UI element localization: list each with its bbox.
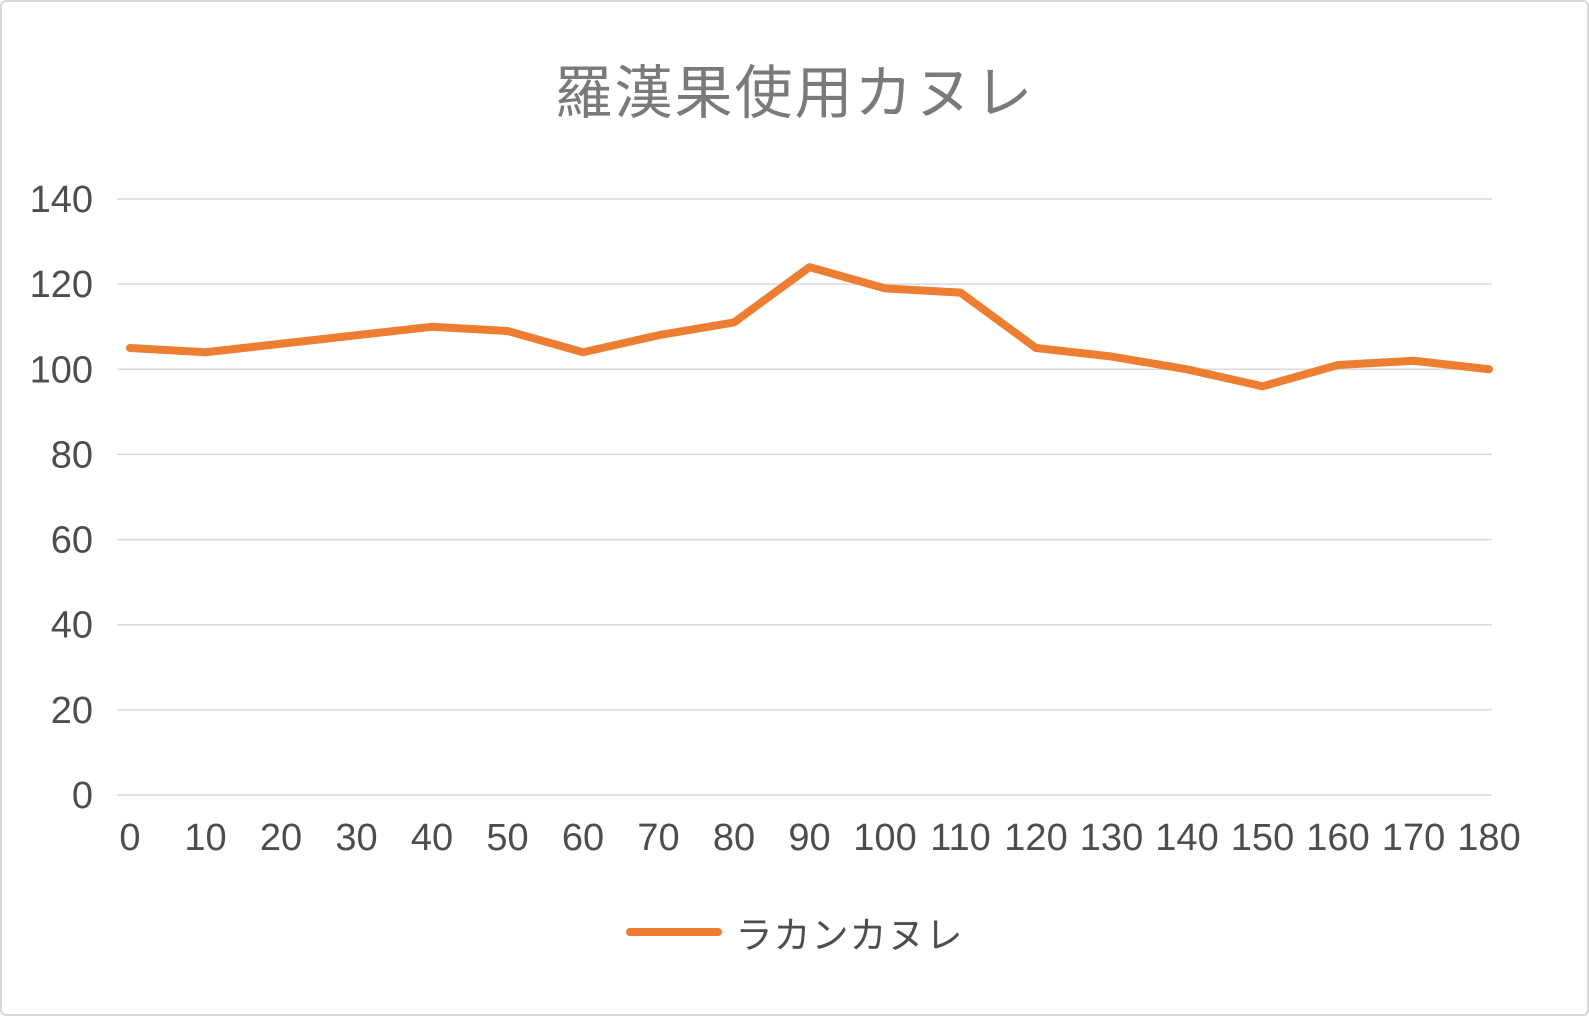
x-tick-label: 160 [1306, 817, 1369, 859]
chart-title: 羅漢果使用カヌレ [554, 61, 1035, 126]
x-tick-label: 90 [788, 817, 830, 859]
y-axis-labels: 0 20 40 60 80 100 120 140 [30, 179, 93, 817]
y-tick-label: 120 [30, 264, 93, 306]
legend: ラカンカヌレ [2, 905, 1587, 959]
legend-label: ラカンカヌレ [735, 915, 964, 956]
x-tick-label: 30 [335, 817, 377, 859]
x-tick-label: 10 [184, 817, 226, 859]
x-tick-label: 40 [411, 817, 453, 859]
legend-line-swatch [625, 928, 722, 936]
y-tick-label: 100 [30, 349, 93, 391]
y-tick-label: 140 [30, 179, 93, 221]
x-tick-label: 170 [1382, 817, 1445, 859]
y-tick-label: 40 [51, 605, 93, 647]
y-tick-label: 20 [51, 690, 93, 732]
x-tick-label: 130 [1080, 817, 1143, 859]
y-tick-label: 60 [51, 520, 93, 562]
gridlines [117, 198, 1492, 796]
x-tick-label: 100 [853, 817, 916, 859]
x-tick-label: 0 [119, 817, 140, 859]
x-tick-label: 110 [930, 817, 991, 859]
x-tick-label: 80 [713, 817, 755, 859]
x-tick-label: 50 [486, 817, 528, 859]
x-tick-label: 140 [1155, 817, 1218, 859]
x-tick-label: 180 [1457, 817, 1520, 859]
x-tick-label: 120 [1004, 817, 1067, 859]
x-axis-labels: 0 10 20 30 40 50 60 70 80 90 100 110 120 130 140 150 160… [119, 817, 1520, 859]
x-tick-label: 70 [637, 817, 679, 859]
y-tick-label: 0 [72, 775, 93, 817]
series-line-rakan-canele [126, 263, 1493, 391]
x-tick-label: 150 [1231, 817, 1294, 859]
y-tick-label: 80 [51, 434, 93, 476]
x-tick-label: 60 [562, 817, 604, 859]
x-tick-label: 20 [260, 817, 302, 859]
